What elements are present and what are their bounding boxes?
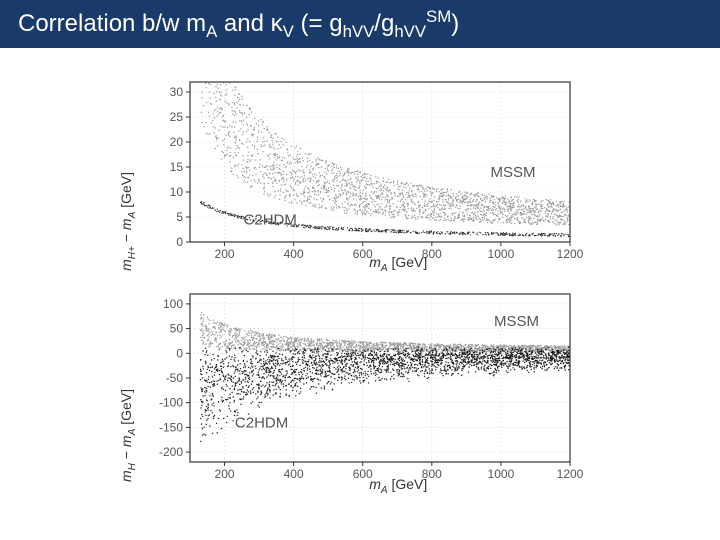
svg-text:MSSM: MSSM [491,164,536,181]
svg-text:C2HDM: C2HDM [244,212,297,229]
chart-2: 20040060080010001200-200-150-100-5005010… [130,284,590,494]
svg-text:5: 5 [176,210,183,224]
title-text-2: and κ [217,10,282,37]
svg-text:15: 15 [170,160,184,174]
ylabel2-m2: m [118,435,134,447]
svg-text:0: 0 [176,235,183,249]
ylabel1-sub1: H+ [127,246,138,259]
ylabel1-m1: m [118,259,134,271]
chart-2-wrap: mH − mA [GeV] 20040060080010001200-200-1… [130,284,590,494]
title-sub-hVV2: hVV [394,21,426,40]
svg-text:200: 200 [215,247,235,261]
title-sub-A: A [206,21,217,40]
title-sub-hVV1: hVV [343,21,375,40]
svg-text:30: 30 [170,85,184,99]
chart-1-wrap: mH+ − mA [GeV] 2004006008001000120005101… [130,72,590,272]
chart-1: 20040060080010001200051015202530MSSMC2HD… [130,72,590,272]
xlabel2-sub: A [381,485,388,496]
svg-text:20: 20 [170,135,184,149]
plots-area: mH+ − mA [GeV] 2004006008001000120005101… [0,48,720,494]
ylabel1-mid: − [118,230,134,246]
xlabel2-unit: [GeV] [388,476,428,492]
title-bar: Correlation b/w mA and κV (= ghVV/ghVVSM… [0,0,720,48]
xlabel1-unit: [GeV] [388,254,428,270]
title-text-4: /g [374,10,394,37]
svg-text:1200: 1200 [557,247,584,261]
page-title: Correlation b/w mA and κV (= ghVV/ghVVSM… [18,7,459,42]
svg-text:25: 25 [170,110,184,124]
title-text-3: (= g [294,10,343,37]
title-text-5: ) [451,10,459,37]
title-sup-SM: SM [426,7,451,26]
svg-text:400: 400 [284,247,304,261]
ylabel2-mid: − [118,447,134,463]
ylabel2-sub2: A [127,429,138,436]
xlabel2-m: m [369,476,381,492]
ylabel2-sub1: H [127,463,138,470]
title-text-1: Correlation b/w m [18,10,206,37]
svg-text:1000: 1000 [488,247,515,261]
ylabel1-m2: m [118,218,134,230]
ylabel1-unit: [GeV] [118,172,134,212]
ylabel1-sub2: A [127,212,138,219]
ylabel2-unit: [GeV] [118,389,134,429]
ylabel2-m1: m [118,470,134,482]
title-sub-V: V [283,21,294,40]
chart-1-xlabel: mA [GeV] [369,254,427,274]
svg-text:10: 10 [170,185,184,199]
xlabel1-m: m [369,254,381,270]
chart-1-ylabel: mH+ − mA [GeV] [118,172,138,271]
chart-2-xlabel: mA [GeV] [369,476,427,496]
chart-2-ylabel: mH − mA [GeV] [118,389,138,482]
xlabel1-sub: A [381,263,388,274]
